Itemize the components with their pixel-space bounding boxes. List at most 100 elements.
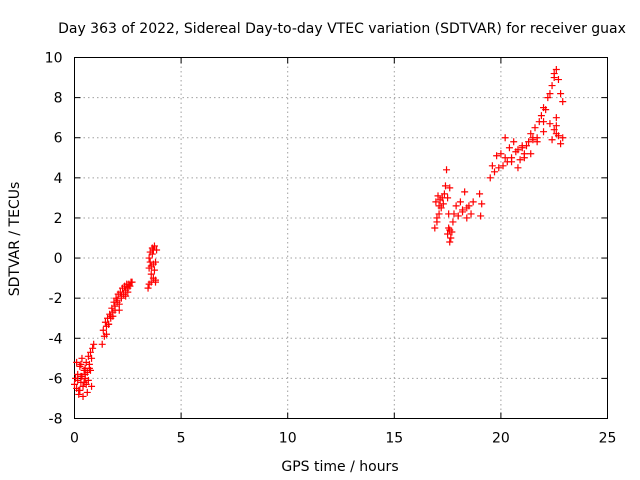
y-tick-label: -2: [49, 291, 63, 307]
data-point: [459, 208, 467, 216]
data-point: [514, 164, 522, 172]
data-point: [518, 142, 526, 150]
data-point: [444, 230, 452, 238]
data-point: [74, 376, 82, 384]
data-point: [463, 204, 471, 212]
data-point: [552, 114, 560, 122]
x-tick-label: 20: [492, 431, 510, 447]
data-point: [446, 226, 454, 234]
data-point: [550, 126, 558, 134]
data-point: [152, 258, 160, 266]
data-point: [71, 380, 78, 388]
data-point: [499, 162, 507, 170]
data-point: [435, 202, 443, 210]
data-point: [102, 330, 110, 338]
data-point: [144, 284, 152, 292]
data-point: [84, 376, 92, 384]
data-point: [435, 210, 443, 218]
data-point: [145, 254, 153, 262]
y-tick-label: -6: [49, 371, 63, 387]
data-point: [540, 118, 548, 126]
data-point: [454, 212, 462, 220]
data-point: [447, 234, 455, 242]
data-point: [449, 218, 457, 226]
data-point: [559, 98, 567, 106]
data-point: [440, 190, 448, 198]
data-point: [548, 82, 556, 90]
data-point: [537, 112, 545, 120]
data-point: [79, 392, 87, 400]
chart-title: Day 363 of 2022, Sidereal Day-to-day VTE…: [58, 21, 626, 37]
data-point: [531, 124, 539, 132]
data-point: [150, 266, 158, 274]
data-point: [145, 280, 153, 288]
data-point: [501, 134, 509, 142]
data-point: [148, 250, 156, 258]
data-point: [446, 184, 454, 192]
data-point: [81, 364, 89, 372]
data-point: [152, 278, 160, 286]
grid: [74, 57, 608, 419]
x-tick-label: 25: [599, 431, 617, 447]
data-point: [533, 138, 541, 146]
data-point: [147, 262, 155, 270]
data-point: [126, 282, 134, 290]
x-tick-label: 0: [70, 431, 79, 447]
x-tick-label: 15: [385, 431, 403, 447]
data-point: [488, 162, 496, 170]
y-tick-label: 10: [45, 51, 63, 67]
data-point: [552, 122, 560, 130]
data-point: [493, 152, 501, 160]
y-tick-label: 6: [54, 131, 63, 147]
data-point: [456, 198, 464, 206]
data-point: [529, 134, 537, 142]
data-point: [463, 214, 471, 222]
data-point: [78, 354, 86, 362]
data-point: [491, 168, 499, 176]
y-tick-label: 8: [54, 91, 63, 107]
data-point: [89, 344, 97, 352]
data-point: [80, 378, 88, 386]
data-point: [76, 386, 84, 394]
data-point: [99, 326, 107, 334]
data-point: [115, 306, 123, 314]
data-point: [88, 354, 96, 362]
data-point: [501, 154, 509, 162]
data-point: [557, 90, 565, 98]
data-point: [514, 146, 522, 154]
plot-frame: [74, 57, 608, 419]
y-tick-label: -4: [49, 331, 63, 347]
data-point: [86, 366, 94, 374]
data-point: [441, 182, 449, 190]
data-point: [544, 94, 552, 102]
data-point: [73, 358, 81, 366]
data-point: [548, 136, 556, 144]
data-point: [149, 246, 157, 254]
data-point: [527, 130, 535, 138]
data-point: [497, 150, 505, 158]
data-point: [128, 278, 136, 286]
data-point: [452, 202, 460, 210]
y-tick-label: 4: [54, 171, 63, 187]
data-point: [433, 214, 441, 222]
data-point: [77, 360, 85, 368]
data-point: [550, 74, 558, 82]
data-point: [525, 138, 533, 146]
data-point: [124, 288, 132, 296]
data-point: [557, 140, 565, 148]
data-point: [508, 158, 516, 166]
data-point: [467, 210, 475, 218]
data-point: [478, 200, 486, 208]
data-point: [147, 270, 155, 278]
data-point: [520, 154, 528, 162]
data-point: [86, 348, 94, 356]
y-axis-label: SDTVAR / TECUs: [7, 182, 23, 297]
data-point: [434, 192, 442, 200]
data-point: [516, 156, 524, 164]
y-tick-label: -8: [49, 412, 63, 428]
data-point: [75, 390, 83, 398]
data-point: [98, 340, 106, 348]
x-axis-label: GPS time / hours: [281, 459, 398, 475]
data-point: [477, 212, 485, 220]
